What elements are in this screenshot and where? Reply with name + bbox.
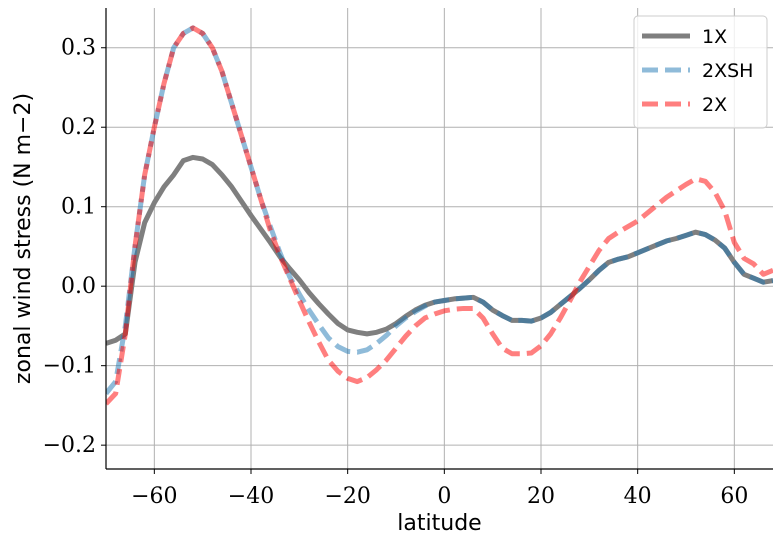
y-tick-label: −0.1	[43, 354, 96, 379]
series-layer	[106, 25, 773, 406]
ticks-layer: −60 −40 −20 0 20 40 60 −0.2 −0.1 0.0 0.1 0.2 0.3	[43, 36, 749, 509]
legend: 1X 2XSH 2X	[633, 15, 768, 129]
series-line-1x	[106, 154, 773, 346]
y-tick-label: −0.2	[43, 433, 96, 458]
legend-item: 1X	[642, 26, 727, 48]
legend-label: 2XSH	[702, 60, 753, 82]
x-tick-label: −20	[324, 484, 370, 509]
series-line-2xsh	[106, 25, 773, 396]
legend-entries: 1X 2XSH 2X	[642, 26, 753, 116]
y-tick-label: 0.2	[61, 115, 96, 140]
x-tick-label: −40	[228, 484, 274, 509]
x-axis-label: latitude	[397, 511, 481, 533]
y-tick-label: 0.3	[61, 36, 96, 61]
series-line-2x	[106, 25, 773, 406]
y-tick-label: 0.0	[61, 274, 96, 299]
legend-label: 1X	[702, 26, 727, 48]
y-axis-label: zonal wind stress (N m−2)	[11, 93, 36, 384]
legend-item: 2X	[642, 94, 727, 116]
axes-layer	[105, 8, 773, 470]
y-tick-label: 0.1	[61, 195, 96, 220]
x-tick-label: −60	[131, 484, 177, 509]
legend-item: 2XSH	[642, 60, 753, 82]
x-tick-label: 0	[437, 484, 451, 509]
legend-label: 2X	[702, 94, 727, 116]
legend-box	[633, 15, 768, 129]
x-tick-label: 20	[527, 484, 555, 509]
x-tick-label: 40	[624, 484, 652, 509]
x-tick-label: 60	[720, 484, 748, 509]
